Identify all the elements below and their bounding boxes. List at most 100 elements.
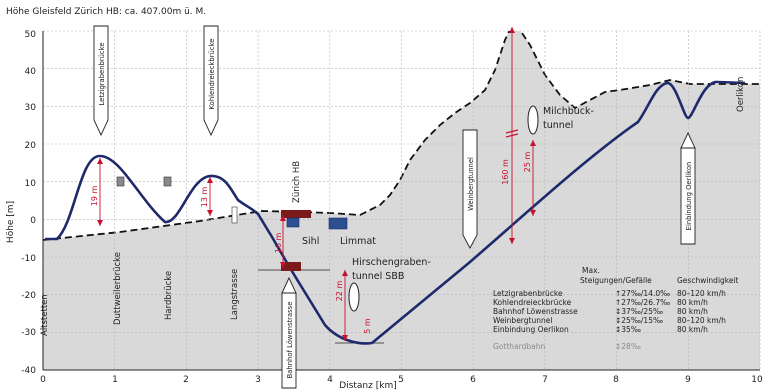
table-header-max: Max. bbox=[582, 266, 600, 275]
table-row-grade: ↕25‰/15‰ bbox=[615, 316, 663, 325]
table-row-speed: 80 km/h bbox=[677, 307, 708, 316]
callout-label-weinberg: Weinbergtunnel bbox=[467, 157, 475, 211]
x-tick-label: 4 bbox=[327, 375, 333, 385]
x-tick-label: 0 bbox=[40, 375, 46, 385]
dimension-label: 160 m bbox=[501, 159, 510, 185]
table-row-grade: ↑27‰/14.0‰ bbox=[615, 289, 670, 298]
loewenstrasse-station-marker bbox=[281, 262, 301, 271]
place-label-langstrasse: Langstrasse bbox=[230, 269, 240, 320]
x-tick-label: 2 bbox=[183, 375, 189, 385]
dimension-label: 16 m bbox=[274, 233, 283, 254]
dimension-arrow bbox=[207, 177, 213, 183]
y-tick-label: -30 bbox=[21, 328, 36, 338]
place-label-oerlikon: Oerlikon bbox=[736, 77, 746, 112]
y-tick-label: -20 bbox=[21, 291, 36, 301]
dimension-arrow bbox=[97, 158, 103, 164]
y-tick-label: 40 bbox=[25, 67, 37, 77]
dimension-arrow bbox=[97, 220, 103, 226]
hirschengraben-tunnel-label-line2: tunnel SBB bbox=[352, 271, 404, 282]
limmat-river-marker bbox=[328, 217, 348, 230]
place-label-zuerich-hb: Zürich HB bbox=[292, 161, 302, 203]
y-tick-label: -10 bbox=[21, 254, 36, 264]
dimension-break-mark bbox=[505, 129, 519, 134]
dimension-label: 19 m bbox=[90, 186, 99, 207]
callout-label-letzigraben: Letzigrabenbrücke bbox=[98, 42, 106, 105]
table-row-name-gotthard: Gotthardbahn bbox=[493, 342, 545, 351]
header-title: Höhe Gleisfeld Zürich HB: ca. 407.00m ü.… bbox=[6, 7, 206, 17]
zurich-hb-station-marker bbox=[281, 210, 311, 218]
sihl-river-marker bbox=[286, 217, 300, 228]
loewenstrasse-callout-tip bbox=[281, 276, 297, 294]
table-row-name: Einbindung Oerlikon bbox=[493, 325, 569, 334]
table-row-name: Kohlendreieckbrücke bbox=[493, 298, 572, 307]
table-header-grade: Steigungen/Gefälle bbox=[580, 276, 652, 285]
dimension-arrow bbox=[509, 238, 515, 244]
x-tick-label: 1 bbox=[112, 375, 118, 385]
callout-label-bahnhof-loewen: Bahnhof Löwenstrasse bbox=[286, 302, 294, 379]
dimension-arrow bbox=[342, 270, 348, 276]
place-label-sihl: Sihl bbox=[302, 236, 319, 247]
x-tick-label: 5 bbox=[398, 375, 404, 385]
x-tick-label: 9 bbox=[685, 375, 691, 385]
place-label-duttweiler: Duttweilerbrücke bbox=[113, 252, 123, 325]
table-row-grade-gotthard: ↕28‰ bbox=[615, 342, 641, 351]
table-row-speed: 80 km/h bbox=[677, 298, 708, 307]
x-tick-label: 6 bbox=[470, 375, 476, 385]
milchbuck-tunnel-label-line1: Milchbuck- bbox=[543, 106, 594, 117]
station-marker bbox=[231, 206, 238, 224]
dimension-label: 5 m bbox=[363, 318, 372, 334]
place-label-altstetten: Altstetten bbox=[40, 294, 50, 336]
table-row-grade: ↑27‰/26.7‰ bbox=[615, 298, 670, 307]
y-axis-label: Höhe [m] bbox=[6, 201, 16, 243]
weinberg-callout-arrow bbox=[462, 129, 478, 249]
y-tick-label: 20 bbox=[25, 141, 37, 151]
dimension-arrow bbox=[207, 210, 213, 216]
table-row-name: Bahnhof Löwenstrasse bbox=[493, 307, 578, 316]
table-row-speed: 80 km/h bbox=[677, 325, 708, 334]
dimension-arrow bbox=[280, 262, 286, 268]
bridge-pier-marker bbox=[163, 176, 172, 187]
x-tick-label: 8 bbox=[613, 375, 619, 385]
milchbuck-tunnel-label-line2: tunnel bbox=[543, 120, 573, 131]
gradient-speed-table: Max. Steigungen/Gefälle Geschwindigkeit … bbox=[493, 266, 739, 351]
track-profile-line bbox=[45, 80, 746, 345]
dimension-arrow bbox=[530, 140, 536, 146]
terrain-outline bbox=[43, 31, 760, 241]
hirschengraben-tunnel-label-line1: Hirschengraben- bbox=[352, 257, 431, 268]
dimension-label: 13 m bbox=[200, 187, 209, 208]
letzigraben-callout-arrow bbox=[93, 25, 109, 137]
table-row-grade: ↕37‰/25‰ bbox=[615, 307, 663, 316]
milchbuck-tunnel-oval bbox=[527, 105, 539, 135]
dimension-arrow bbox=[342, 335, 348, 341]
dimension-arrow bbox=[280, 215, 286, 221]
y-tick-label: -40 bbox=[21, 366, 36, 376]
x-tick-label: 3 bbox=[255, 375, 261, 385]
x-tick-label: 10 bbox=[751, 375, 763, 385]
y-tick-label: 30 bbox=[25, 103, 37, 113]
kohlendreieck-callout-arrow bbox=[203, 25, 219, 137]
table-row-speed: 80–120 km/h bbox=[677, 316, 726, 325]
table-row-name: Weinbergtunnel bbox=[493, 316, 552, 325]
table-header-speed: Geschwindigkeit bbox=[677, 276, 739, 285]
dimension-arrow bbox=[530, 210, 536, 216]
table-row-grade: ↕35‰ bbox=[615, 325, 641, 334]
bridge-pier-marker bbox=[116, 176, 125, 187]
place-label-hardbruecke: Hardbrücke bbox=[164, 271, 174, 320]
y-tick-label: 0 bbox=[30, 216, 36, 226]
hirschengraben-tunnel-oval bbox=[348, 282, 360, 312]
dimension-break-mark bbox=[505, 133, 519, 138]
dimension-arrow bbox=[509, 27, 515, 33]
y-tick-label: 50 bbox=[25, 30, 37, 40]
callout-label-kohlendreieck: Kohlendreieckbrücke bbox=[208, 39, 216, 110]
callout-label-einbindung: Einbindung Oerlikon bbox=[685, 162, 693, 231]
place-label-limmat: Limmat bbox=[340, 236, 376, 247]
table-row-name: Letzigrabenbrücke bbox=[493, 289, 563, 298]
table-row-speed: 80–120 km/h bbox=[677, 289, 726, 298]
x-tick-label: 7 bbox=[542, 375, 548, 385]
dimension-label: 22 m bbox=[335, 281, 344, 302]
einbindung-callout-tip bbox=[680, 131, 696, 149]
dimension-label: 25 m bbox=[523, 152, 532, 173]
y-tick-label: 10 bbox=[25, 179, 37, 189]
x-axis-label: Distanz [km] bbox=[339, 381, 396, 390]
